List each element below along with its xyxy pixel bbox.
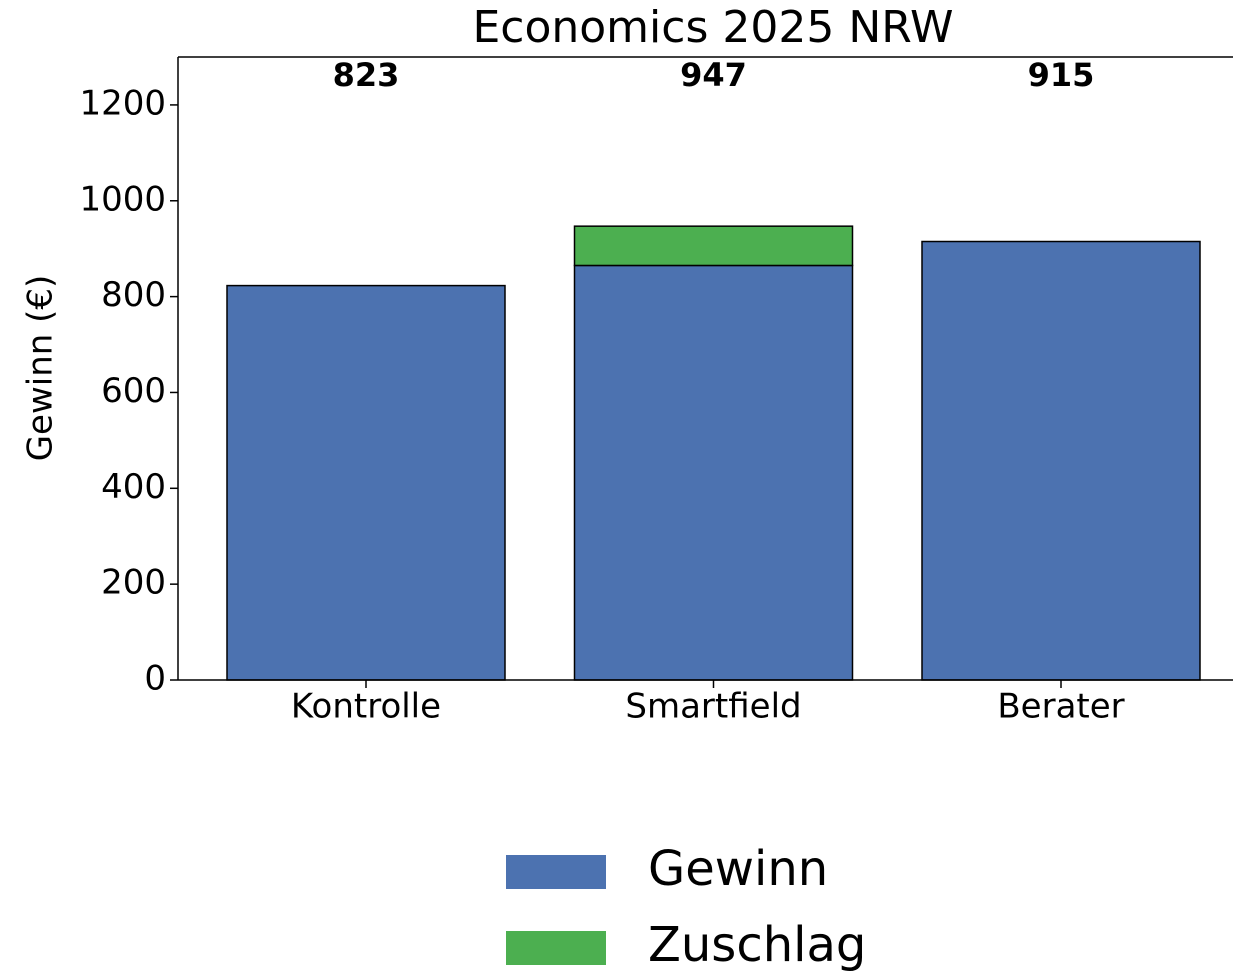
- legend-label: Zuschlag: [648, 917, 866, 973]
- bar-segment: [226, 284, 506, 681]
- bar-segment: [921, 240, 1201, 681]
- y-tick-label: 1200: [79, 83, 166, 123]
- y-tick-label: 1000: [79, 179, 166, 219]
- total-label: 823: [333, 56, 400, 94]
- x-tick-label: Kontrolle: [291, 687, 441, 727]
- x-tick-label: Berater: [997, 687, 1124, 727]
- total-label: 947: [680, 56, 747, 94]
- bar-segment: [573, 225, 854, 267]
- bar-segment: [573, 264, 854, 681]
- legend-label: Gewinn: [648, 841, 828, 897]
- y-tick-label: 0: [144, 659, 166, 699]
- legend-swatch: [506, 855, 606, 889]
- total-label: 915: [1028, 56, 1095, 94]
- y-tick-label: 400: [101, 467, 166, 507]
- y-tick-label: 800: [101, 275, 166, 315]
- legend-swatch: [506, 931, 606, 965]
- y-axis-label: Gewinn (€): [21, 275, 61, 462]
- x-tick-label: Smartfield: [625, 687, 801, 727]
- y-tick-label: 600: [101, 371, 166, 411]
- y-tick-label: 200: [101, 563, 166, 603]
- chart-title: Economics 2025 NRW: [472, 2, 953, 53]
